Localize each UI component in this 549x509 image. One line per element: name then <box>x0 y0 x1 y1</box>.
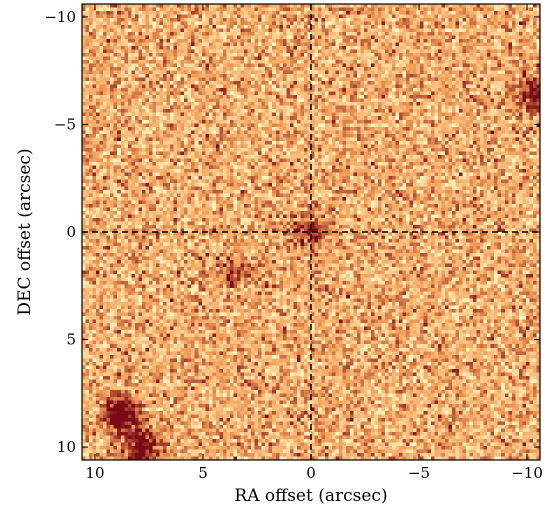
heatmap-image <box>82 4 540 460</box>
x-tick-label: 5 <box>198 464 208 482</box>
x-tick-label: 10 <box>85 464 104 482</box>
y-tick-label: 0 <box>66 223 76 241</box>
y-axis-ticks: −10 −5 0 5 10 <box>44 8 540 456</box>
x-tick-label: −10 <box>511 464 543 482</box>
heatmap-raster <box>82 4 540 460</box>
plot-area <box>81 3 541 461</box>
x-tick-label: −5 <box>408 464 430 482</box>
x-axis-label: RA offset (arcsec) <box>234 486 387 506</box>
x-axis-ticks: 10 5 0 −5 −10 <box>85 4 543 482</box>
y-tick-label: −5 <box>54 115 76 133</box>
x-tick-label: 0 <box>306 464 316 482</box>
y-tick-label: 10 <box>57 438 76 456</box>
y-tick-label: −10 <box>44 8 76 26</box>
y-axis-label: DEC offset (arcsec) <box>15 148 35 315</box>
crosshair <box>82 4 540 460</box>
y-tick-label: 5 <box>66 331 76 349</box>
